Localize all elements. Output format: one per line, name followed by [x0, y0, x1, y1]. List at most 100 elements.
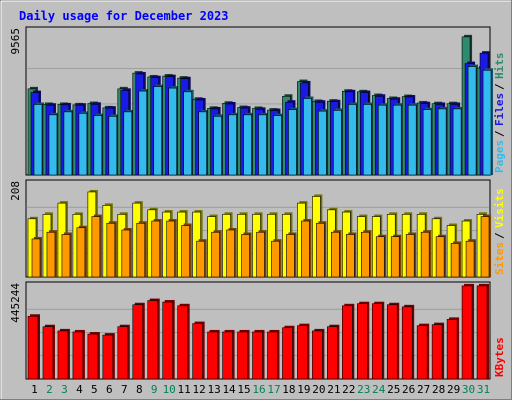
- bar-sites-day-15: [241, 234, 250, 278]
- legend-hits: Hits: [493, 53, 506, 80]
- bar-sites-day-24: [375, 236, 385, 278]
- bar-kbytes-day-25: [386, 304, 398, 380]
- bar-pages-day-6: [108, 116, 118, 176]
- bar-pages-day-13: [213, 116, 222, 176]
- x-tick-label-day-24: 24: [372, 383, 386, 396]
- bar-sites-day-2: [46, 231, 56, 278]
- bar-sites-day-31: [480, 216, 490, 278]
- x-tick-label-day-5: 5: [91, 383, 98, 396]
- legend-kbytes: KBytes: [493, 337, 506, 377]
- bar-kbytes-day-17: [267, 331, 278, 380]
- bar-pages-day-29: [452, 108, 462, 176]
- chart-panels: 9565 Pages / Files / Hits 208 Sites / Visits 44524…: [9, 26, 506, 380]
- x-tick-label-day-11: 11: [178, 383, 191, 396]
- x-tick-label-day-6: 6: [106, 383, 113, 396]
- bar-kbytes-day-26: [401, 306, 413, 380]
- bar-sites-day-21: [331, 231, 340, 278]
- bar-sites-day-9: [151, 220, 161, 278]
- bar-sites-day-6: [106, 222, 116, 278]
- bar-pages-day-17: [273, 115, 282, 176]
- bar-sites-day-5: [91, 216, 101, 278]
- bar-pages-day-19: [303, 98, 312, 176]
- bar-pages-day-1: [33, 104, 43, 176]
- bar-sites-day-7: [121, 229, 131, 278]
- bar-kbytes-day-5: [87, 333, 99, 380]
- bar-pages-day-27: [422, 109, 432, 176]
- bar-kbytes-day-4: [72, 331, 84, 380]
- bar-pages-day-28: [437, 108, 447, 176]
- bar-sites-day-1: [31, 238, 41, 278]
- bar-sites-day-23: [360, 231, 370, 278]
- bar-kbytes-day-21: [327, 326, 338, 380]
- x-tick-label-day-20: 20: [312, 383, 325, 396]
- legend-files: Files: [493, 93, 506, 126]
- bar-sites-day-10: [166, 220, 176, 278]
- bar-kbytes-day-30: [461, 285, 473, 380]
- bar-kbytes-day-22: [342, 305, 353, 380]
- bar-sites-day-19: [301, 220, 310, 278]
- bar-pages-day-22: [348, 104, 357, 176]
- bar-pages-day-14: [228, 114, 237, 176]
- x-tick-label-day-7: 7: [121, 383, 128, 396]
- bar-kbytes-day-10: [162, 301, 174, 380]
- x-tick-label-day-28: 28: [432, 383, 445, 396]
- bar-pages-day-23: [362, 104, 372, 176]
- bar-sites-day-13: [211, 231, 220, 278]
- panel-kbytes: 445244 KBytes: [9, 281, 506, 380]
- bar-pages-day-30: [467, 66, 477, 176]
- x-tick-label-day-9: 9: [151, 383, 158, 396]
- bar-kbytes-day-28: [431, 324, 443, 380]
- x-tick-label-day-18: 18: [282, 383, 295, 396]
- bar-sites-day-28: [435, 236, 445, 278]
- bar-sites-day-16: [256, 231, 265, 278]
- x-tick-label-day-4: 4: [76, 383, 83, 396]
- bar-sites-day-14: [226, 229, 235, 278]
- legend-separator: /: [493, 83, 506, 90]
- bar-sites-day-27: [420, 231, 430, 278]
- bar-kbytes-day-24: [371, 303, 383, 380]
- bar-pages-day-7: [123, 111, 133, 176]
- bar-pages-day-5: [93, 115, 103, 176]
- bar-pages-day-21: [333, 110, 342, 176]
- x-tick-label-day-19: 19: [297, 383, 310, 396]
- x-axis-day-labels: 1 2 3 4 5 6 7 8 9 10 11 12 13 14 15 16 17 18 19 20 21 22 23 24 2…: [31, 383, 490, 396]
- bar-kbytes-day-19: [297, 325, 308, 380]
- x-tick-label-day-13: 13: [207, 383, 220, 396]
- bar-sites-day-17: [271, 240, 280, 278]
- bar-kbytes-day-20: [312, 330, 323, 380]
- bar-sites-day-22: [346, 234, 355, 278]
- x-tick-label-day-21: 21: [327, 383, 340, 396]
- x-tick-label-day-12: 12: [193, 383, 206, 396]
- bar-pages-day-15: [243, 114, 252, 176]
- bar-sites-day-3: [61, 234, 71, 278]
- panel-visits-sites: 208 Sites / Visits: [9, 179, 506, 278]
- x-tick-label-day-2: 2: [46, 383, 53, 396]
- x-tick-label-day-8: 8: [136, 383, 143, 396]
- x-tick-label-day-3: 3: [61, 383, 68, 396]
- x-tick-label-day-26: 26: [402, 383, 415, 396]
- bar-kbytes-day-14: [222, 331, 233, 380]
- legend-sites: Sites: [493, 242, 506, 275]
- bar-kbytes-day-2: [42, 326, 54, 380]
- x-tick-label-day-23: 23: [357, 383, 370, 396]
- bar-sites-day-18: [286, 234, 295, 278]
- bar-pages-day-8: [138, 90, 148, 176]
- x-tick-label-day-29: 29: [447, 383, 460, 396]
- x-tick-label-day-1: 1: [31, 383, 38, 396]
- bar-kbytes-day-3: [57, 330, 69, 380]
- bar-sites-day-11: [181, 225, 190, 278]
- axis-max-label: 445244: [9, 283, 22, 323]
- x-tick-label-day-16: 16: [252, 383, 265, 396]
- bar-kbytes-day-11: [177, 305, 188, 380]
- bar-kbytes-day-23: [356, 303, 368, 380]
- bar-kbytes-day-15: [237, 331, 248, 380]
- axis-max-label: 9565: [9, 28, 22, 55]
- bar-kbytes-day-31: [476, 285, 488, 380]
- bar-pages-day-10: [168, 87, 178, 176]
- legend-pages: Pages: [493, 140, 506, 173]
- bar-pages-day-4: [78, 113, 88, 176]
- bar-pages-day-2: [48, 114, 58, 176]
- bar-sites-day-29: [450, 243, 460, 278]
- x-tick-label-day-27: 27: [417, 383, 430, 396]
